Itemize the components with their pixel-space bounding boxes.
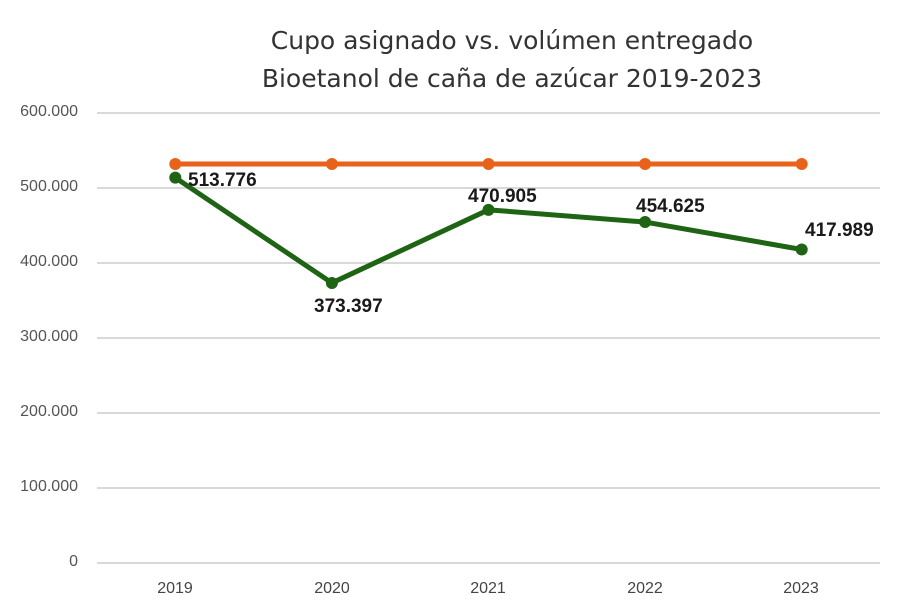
data-point-marker bbox=[169, 171, 182, 184]
series-volumen-entregado bbox=[169, 171, 808, 289]
y-tick-label: 0 bbox=[69, 553, 78, 570]
y-tick-label: 600.000 bbox=[20, 103, 78, 120]
data-point-marker bbox=[169, 158, 182, 170]
y-tick-label: 300.000 bbox=[20, 328, 78, 345]
y-tick-label: 200.000 bbox=[20, 403, 78, 420]
data-point-marker bbox=[795, 158, 808, 170]
data-point-marker bbox=[639, 158, 652, 170]
y-tick-label: 500.000 bbox=[20, 178, 78, 195]
x-tick-label: 2021 bbox=[470, 580, 506, 597]
data-label: 454.625 bbox=[636, 196, 705, 217]
data-point-marker bbox=[795, 243, 808, 256]
data-point-marker bbox=[325, 276, 338, 289]
y-tick-label: 400.000 bbox=[20, 253, 78, 270]
y-tick-label: 100.000 bbox=[20, 478, 78, 495]
data-point-marker bbox=[482, 158, 495, 170]
x-tick-label: 2022 bbox=[627, 580, 663, 597]
chart-title: Cupo asignado vs. volúmen entregado Bioe… bbox=[0, 22, 900, 98]
x-tick-label: 2020 bbox=[314, 580, 350, 597]
data-label: 513.776 bbox=[188, 170, 257, 191]
data-label: 470.905 bbox=[468, 186, 537, 207]
data-label: 373.397 bbox=[314, 296, 383, 317]
data-point-marker bbox=[482, 203, 495, 216]
data-point-marker bbox=[639, 216, 652, 229]
title-line-1: Cupo asignado vs. volúmen entregado bbox=[270, 26, 754, 55]
title-line-2: Bioetanol de caña de azúcar 2019-2023 bbox=[261, 64, 763, 93]
gridlines bbox=[97, 112, 880, 564]
x-tick-label: 2023 bbox=[783, 580, 819, 597]
series-cupo-asignado bbox=[169, 158, 808, 170]
data-label: 417.989 bbox=[805, 220, 874, 241]
x-tick-label: 2019 bbox=[157, 580, 193, 597]
data-point-marker bbox=[325, 158, 338, 170]
